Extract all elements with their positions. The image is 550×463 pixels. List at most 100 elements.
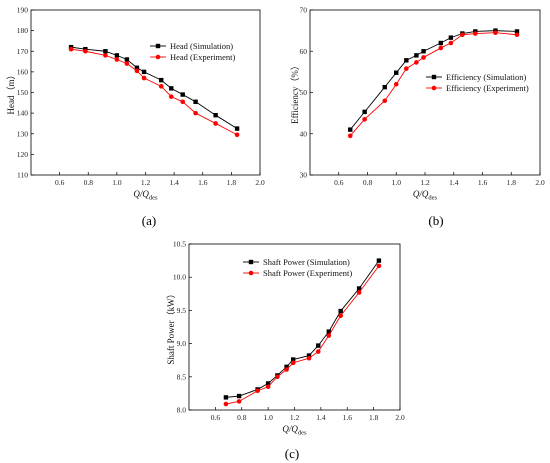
data-point: [193, 110, 198, 116]
legend-entry: Shaft Power (Experiment): [243, 268, 352, 278]
x-tick-label: 0.8: [363, 178, 373, 187]
x-axis-label-main: Q/Q: [133, 189, 149, 199]
data-point: [180, 99, 186, 105]
x-tick-label: 2.0: [255, 178, 265, 187]
data-point: [124, 57, 130, 62]
x-axis-label: Q/Qdes: [282, 424, 307, 437]
legend-label: Efficiency (Simulation): [446, 72, 527, 82]
legend-marker: [155, 43, 161, 49]
data-point: [159, 77, 164, 83]
y-tick-label: 130: [17, 129, 29, 138]
y-tick-label: 120: [17, 150, 29, 159]
chart-a: 0.6 0.8 1.0 1.2 1.4 1.6 1.8 2.0 110 120 130 140 150 1…: [6, 6, 265, 229]
plot-frame: [30, 9, 261, 176]
data-point: [234, 126, 240, 131]
x-axis-label: Q/Qdes: [133, 189, 158, 202]
data-point: [236, 393, 242, 399]
legend-entry: Head (Experiment): [150, 52, 236, 62]
y-axis-label: Head（m）: [6, 71, 16, 115]
legend-entry: Efficiency (Simulation): [426, 72, 527, 82]
x-axis-label-sub: des: [298, 430, 307, 437]
legend-entry: Head (Simulation): [150, 41, 233, 51]
data-point: [356, 286, 362, 291]
data-point: [315, 349, 321, 354]
data-point: [168, 94, 174, 99]
data-point: [306, 353, 312, 358]
y-axis-label: Efficiency（%）: [290, 61, 300, 124]
x-tick-label: 0.8: [84, 178, 94, 187]
x-tick-label: 1.8: [507, 178, 517, 187]
data-point: [338, 308, 343, 314]
data-point: [514, 29, 520, 34]
x-tick-label: 1.8: [369, 413, 379, 422]
data-point: [316, 343, 321, 348]
series-experiment: [347, 30, 520, 139]
y-tick-label: 60: [300, 47, 308, 56]
x-tick-label: 1.4: [316, 413, 326, 422]
data-point: [394, 70, 399, 75]
y-tick-label: 170: [17, 47, 29, 56]
data-point: [460, 32, 465, 38]
x-tick-label: 1.6: [478, 178, 488, 187]
legend-marker: [248, 259, 254, 265]
legend-label: Shaft Power (Experiment): [263, 268, 352, 278]
legend-marker: [431, 74, 437, 80]
legend-marker: [431, 85, 437, 91]
data-point: [338, 313, 343, 319]
y-tick-label: 8.0: [177, 406, 187, 415]
data-point: [290, 360, 296, 366]
x-tick-label: 0.8: [237, 413, 247, 422]
x-axis-label: Q/Qdes: [413, 189, 438, 202]
data-point: [348, 127, 353, 132]
data-point: [114, 57, 120, 62]
data-point: [234, 132, 240, 138]
data-point: [362, 109, 367, 115]
x-axis-label-sub: des: [149, 195, 158, 202]
series-line: [225, 260, 380, 398]
x-tick-label: 1.0: [112, 178, 122, 187]
x-tick-label: 0.6: [55, 178, 65, 187]
data-point: [265, 381, 271, 386]
y-tick-label: 50: [300, 88, 308, 97]
y-tick-label: 10.5: [173, 240, 186, 249]
data-point: [284, 367, 289, 372]
x-tick-label: 1.4: [449, 178, 459, 187]
data-point: [362, 117, 367, 122]
legend-label: Head (Experiment): [170, 52, 236, 62]
legend-entry: Shaft Power (Simulation): [243, 257, 350, 267]
legend-marker: [155, 54, 161, 60]
data-point: [141, 75, 147, 81]
series-experiment: [223, 263, 382, 407]
data-point: [103, 49, 108, 54]
x-axis-label-main: Q/Q: [282, 424, 298, 434]
legend-label: Shaft Power (Simulation): [263, 257, 350, 267]
data-point: [493, 30, 498, 35]
data-point: [275, 374, 280, 380]
data-point: [421, 55, 426, 60]
legend-marker: [248, 270, 254, 276]
x-tick-label: 1.2: [141, 178, 151, 187]
data-point: [169, 86, 174, 91]
legend-entry: Efficiency (Experiment): [426, 83, 529, 93]
data-point: [284, 364, 289, 370]
x-tick-label: 1.2: [290, 413, 300, 422]
data-point: [134, 65, 140, 70]
panel-label: (b): [428, 213, 443, 228]
series-line: [225, 265, 380, 405]
x-tick-label: 0.6: [211, 413, 221, 422]
data-point: [213, 112, 218, 118]
data-point: [265, 384, 271, 390]
data-point: [382, 98, 388, 104]
y-tick-label: 10.0: [173, 273, 186, 282]
data-point: [414, 53, 419, 58]
data-point: [180, 92, 185, 97]
data-point: [223, 401, 229, 407]
chart-b: 0.6 0.8 1.0 1.2 1.4 1.6 1.8 2.0 30 40 50 60 70 Q/Qdes…: [290, 6, 545, 229]
x-tick-label: 1.2: [420, 178, 430, 187]
data-point: [376, 258, 382, 263]
data-point: [124, 61, 130, 66]
data-point: [255, 388, 260, 394]
data-point: [393, 81, 399, 87]
y-tick-label: 110: [17, 171, 28, 180]
